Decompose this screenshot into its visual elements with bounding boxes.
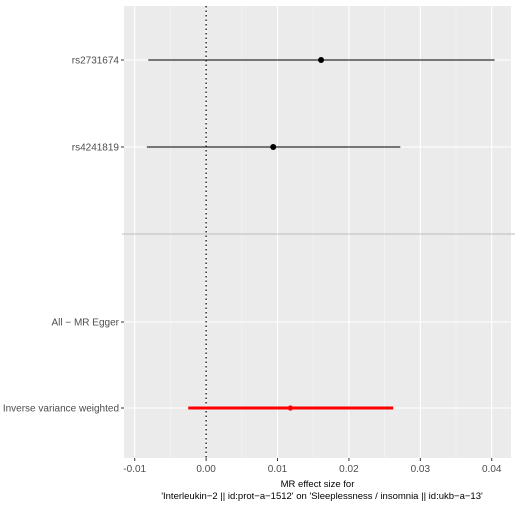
minor-gridlines [170,6,457,458]
y-tick-label: rs2731674 [72,56,120,67]
x-axis: -0.01 0.00 0.01 0.02 0.03 0.04 [123,458,502,475]
x-tick-label: 0.04 [482,464,502,475]
x-tick-label: 0.03 [411,464,431,475]
x-tick-label: 0.02 [339,464,359,475]
point-estimate [287,405,293,411]
y-tick-label: All − Inverse variance weighted [0,404,119,415]
y-axis: rs2731674 rs4241819 All − MR Egger All − In… [0,56,124,415]
y-tick-label: rs4241819 [72,143,120,154]
effect-estimates [146,57,495,411]
point-estimate [318,57,325,63]
x-tick-label: -0.01 [123,464,146,475]
x-axis-title-line-1: MR effect size for [281,479,355,490]
plot-panel [124,6,511,458]
x-tick-label: 0.01 [268,464,288,475]
x-tick-label: 0.00 [196,464,216,475]
x-axis-title-line-2: 'Interleukin−2 || id:prot−a−1512' on 'Sl… [161,491,483,502]
y-tick-label: All − MR Egger [51,318,119,329]
point-estimate [270,144,277,150]
